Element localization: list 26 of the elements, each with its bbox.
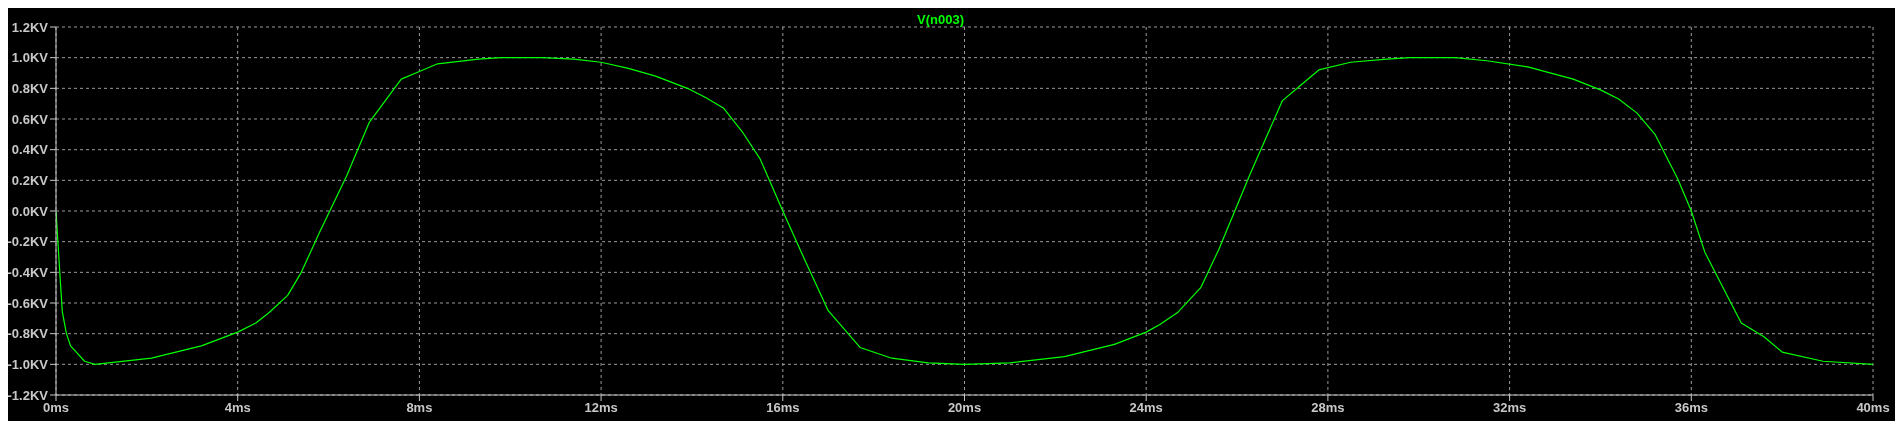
x-tick-label: 4ms: [224, 400, 251, 416]
y-tick-label: 0.2KV: [11, 172, 49, 188]
line-series: [56, 57, 1873, 365]
x-tick-label: 32ms: [1492, 400, 1527, 416]
y-tick-label: -1.0KV: [7, 356, 49, 372]
x-tick-label: 36ms: [1674, 400, 1708, 416]
y-tick-label: 0.6KV: [11, 111, 49, 127]
text: V(n003): [917, 12, 964, 27]
y-tick-label: -0.2KV: [7, 234, 49, 250]
x-tick-label: 8ms: [406, 400, 433, 416]
x-tick-label: 20ms: [947, 400, 982, 416]
y-tick-label: -0.8KV: [7, 326, 49, 342]
y-tick-label: 0.4KV: [11, 142, 49, 158]
x-tick-label: 28ms: [1311, 400, 1345, 416]
x-tick-label: 40ms: [1856, 400, 1890, 416]
y-tick-label: -0.6KV: [7, 295, 49, 311]
x-tick-label: 0ms: [42, 400, 70, 416]
x-tick-label: 12ms: [584, 400, 618, 416]
y-tick-label: 0.0KV: [11, 203, 49, 219]
y-tick-label: -0.4KV: [7, 264, 49, 280]
y-tick-label: 1.0KV: [11, 50, 49, 66]
y-tick-label: 1.2KV: [11, 19, 49, 35]
x-tick-label: 24ms: [1129, 400, 1163, 416]
y-tick-label: 0.8KV: [11, 80, 49, 96]
y-tick-label: -1.2KV: [7, 387, 49, 403]
x-tick-label: 16ms: [766, 400, 800, 416]
